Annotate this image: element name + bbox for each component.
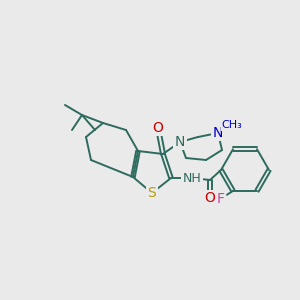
Text: N: N bbox=[213, 126, 223, 140]
Text: O: O bbox=[153, 121, 164, 135]
Text: S: S bbox=[148, 186, 156, 200]
Text: NH: NH bbox=[183, 172, 201, 184]
Text: F: F bbox=[217, 192, 225, 206]
Text: O: O bbox=[205, 191, 215, 205]
Text: N: N bbox=[175, 135, 185, 149]
Text: CH₃: CH₃ bbox=[222, 120, 242, 130]
